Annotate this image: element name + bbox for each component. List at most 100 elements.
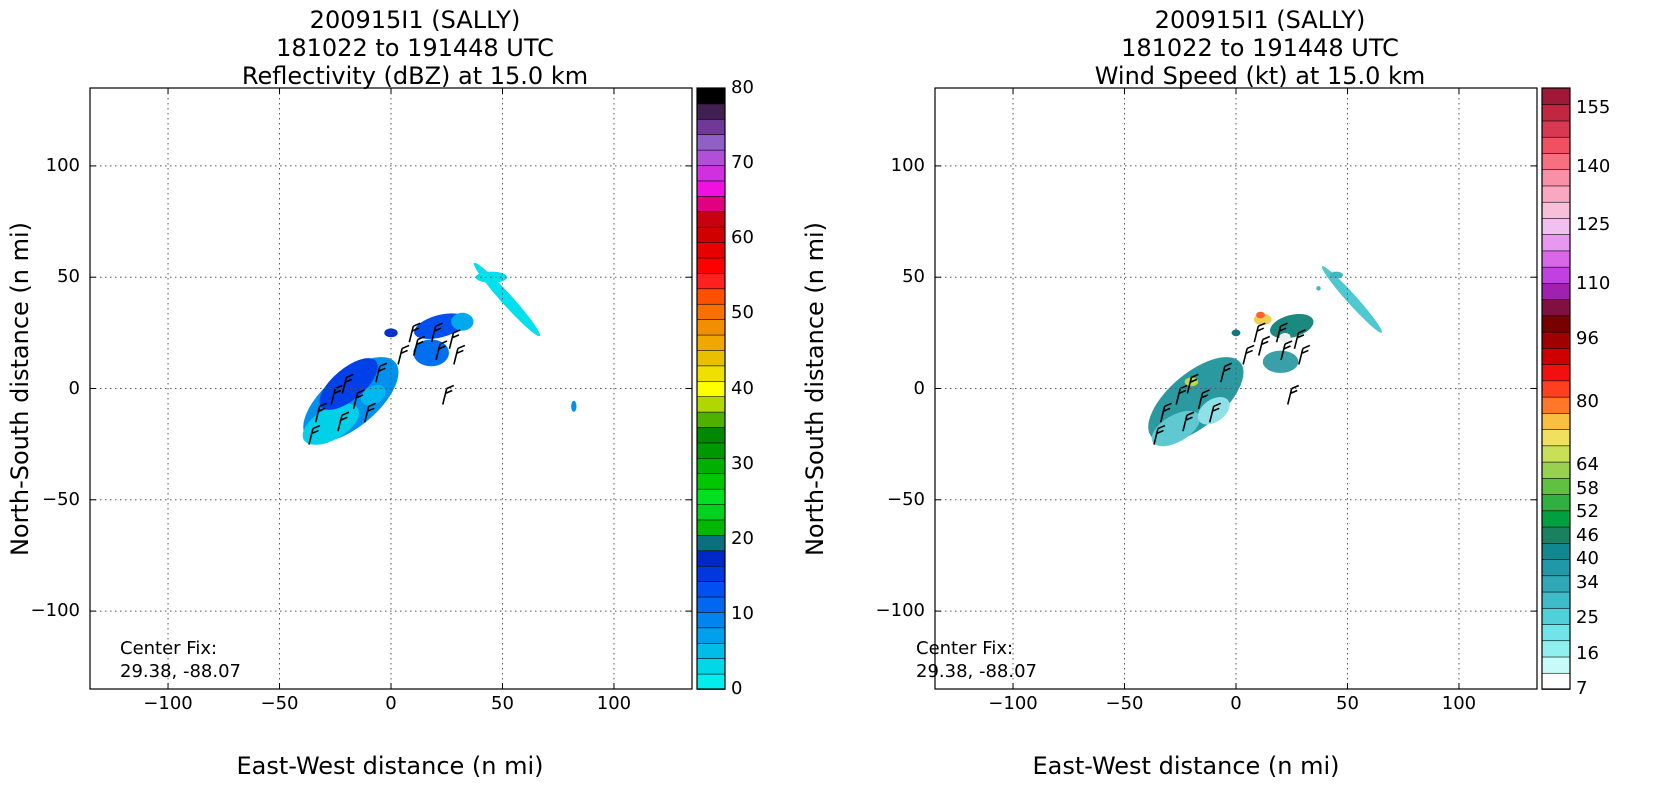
colorbar-frame xyxy=(696,87,726,690)
x-axis-label: East-West distance (n mi) xyxy=(1032,752,1340,780)
center-fix-label: Center Fix: xyxy=(916,638,1014,659)
colorbar-segment xyxy=(696,180,726,197)
colorbar-segment xyxy=(696,149,726,166)
wind-barb xyxy=(1253,322,1266,343)
wind-barb xyxy=(1298,344,1311,365)
colorbar-segment xyxy=(696,365,726,382)
colorbar-segment xyxy=(696,565,726,582)
colorbar-segment xyxy=(1541,461,1571,479)
colorbar-segment xyxy=(1541,623,1571,642)
center-fix-coords: 29.38, -88.07 xyxy=(120,661,241,682)
colorbar-segment xyxy=(1541,510,1571,528)
center-fix-annotation: Center Fix: 29.38, -88.07 xyxy=(916,637,1037,683)
data-region xyxy=(1262,350,1299,373)
colorbar-segment xyxy=(1541,542,1571,560)
colorbar-segment xyxy=(1541,136,1571,154)
y-tick-label: 0 xyxy=(913,377,925,399)
wind-barb xyxy=(1280,340,1293,361)
colorbar-tick-label: 16 xyxy=(1576,642,1599,664)
colorbar-segment xyxy=(696,457,726,475)
data-region xyxy=(384,328,398,338)
wind-barb xyxy=(1186,373,1199,394)
colorbar-segment xyxy=(1541,120,1571,138)
colorbar-segment xyxy=(696,442,726,459)
colorbar-segment xyxy=(696,627,726,644)
colorbar-segment xyxy=(696,380,726,398)
colorbar-segment xyxy=(1541,607,1571,625)
title-line-3: Wind Speed (kt) at 15.0 km xyxy=(1094,62,1426,90)
colorbar-segment xyxy=(1541,201,1571,219)
colorbar-segment xyxy=(1541,656,1571,674)
colorbar-segment xyxy=(696,241,726,259)
colorbar-segment xyxy=(696,395,726,413)
wind-barb xyxy=(1208,402,1222,423)
data-region xyxy=(571,400,577,412)
wind-barb xyxy=(308,424,321,445)
x-tick-label: 0 xyxy=(385,693,397,714)
colorbar-tick-label: 60 xyxy=(731,227,754,249)
colorbar-segment xyxy=(1541,217,1571,235)
wind-barb xyxy=(352,389,365,410)
colorbar-segment xyxy=(696,133,726,151)
wind-barb xyxy=(314,402,327,423)
data-layer xyxy=(1148,266,1383,447)
colorbar-tick-label: 70 xyxy=(731,152,754,174)
colorbar-segment xyxy=(1541,672,1571,690)
x-tick-label: 50 xyxy=(491,693,514,714)
colorbar-tick-label: 80 xyxy=(1576,391,1599,413)
data-region xyxy=(1231,329,1241,337)
colorbar-segment xyxy=(1541,396,1571,414)
colorbar-segment xyxy=(696,257,726,274)
colorbar-segment xyxy=(1541,477,1571,495)
y-tick-label: 100 xyxy=(45,154,80,176)
colorbar-segment xyxy=(696,288,726,305)
center-fix-label: Center Fix: xyxy=(120,638,218,659)
colorbar-segment xyxy=(696,103,726,120)
x-axis-label: East-West distance (n mi) xyxy=(236,752,544,780)
y-tick-label: 50 xyxy=(57,266,80,288)
wind-barb xyxy=(1286,384,1300,405)
wind-barb xyxy=(441,384,455,405)
x-tick-label: −100 xyxy=(143,693,193,714)
y-tick-label: −50 xyxy=(42,488,80,510)
x-tick-label: −50 xyxy=(260,693,299,714)
colorbar-frame xyxy=(1541,87,1571,690)
data-layer xyxy=(302,262,577,445)
colorbar-segment xyxy=(696,580,726,598)
title-line-2: 181022 to 191448 UTC xyxy=(1121,34,1399,62)
plot-svg xyxy=(934,87,1571,690)
x-tick-label: −100 xyxy=(988,693,1038,714)
colorbar-tick-label: 50 xyxy=(731,302,754,324)
colorbar-segment xyxy=(696,226,726,243)
colorbar-segment xyxy=(696,118,726,136)
colorbar-segment xyxy=(1541,428,1571,447)
colorbar-segment xyxy=(1541,574,1571,593)
colorbar-segment xyxy=(1541,250,1571,268)
colorbar-segment xyxy=(696,318,726,336)
colorbar-segment xyxy=(696,550,726,567)
colorbar-segment xyxy=(696,334,726,351)
colorbar-segment xyxy=(696,272,726,290)
colorbar-segment xyxy=(1541,266,1571,284)
data-region xyxy=(360,384,386,406)
y-tick-label: 100 xyxy=(890,154,925,176)
colorbar-tick-label: 52 xyxy=(1576,501,1599,523)
data-region xyxy=(451,312,474,331)
colorbar-segment xyxy=(1541,591,1571,609)
colorbar-segment xyxy=(696,488,726,505)
colorbar-segment xyxy=(1541,233,1571,252)
wind-speed-panel: 200915I1 (SALLY) 181022 to 191448 UTC Wi… xyxy=(801,0,1654,787)
title-line-1: 200915I1 (SALLY) xyxy=(309,6,521,34)
colorbar-tick-label: 34 xyxy=(1576,571,1599,593)
y-tick-label: −100 xyxy=(30,600,80,622)
title-line-2: 181022 to 191448 UTC xyxy=(276,34,554,62)
data-region xyxy=(1279,332,1291,342)
chart-title: 200915I1 (SALLY) 181022 to 191448 UTC Wi… xyxy=(940,6,1580,90)
wind-barb xyxy=(397,344,410,365)
wind-barb xyxy=(1159,402,1172,423)
y-tick-label: −50 xyxy=(887,488,925,510)
colorbar-segment xyxy=(1541,331,1571,349)
data-region xyxy=(319,358,378,410)
wind-barb xyxy=(337,411,350,432)
wind-barb xyxy=(1293,329,1306,350)
